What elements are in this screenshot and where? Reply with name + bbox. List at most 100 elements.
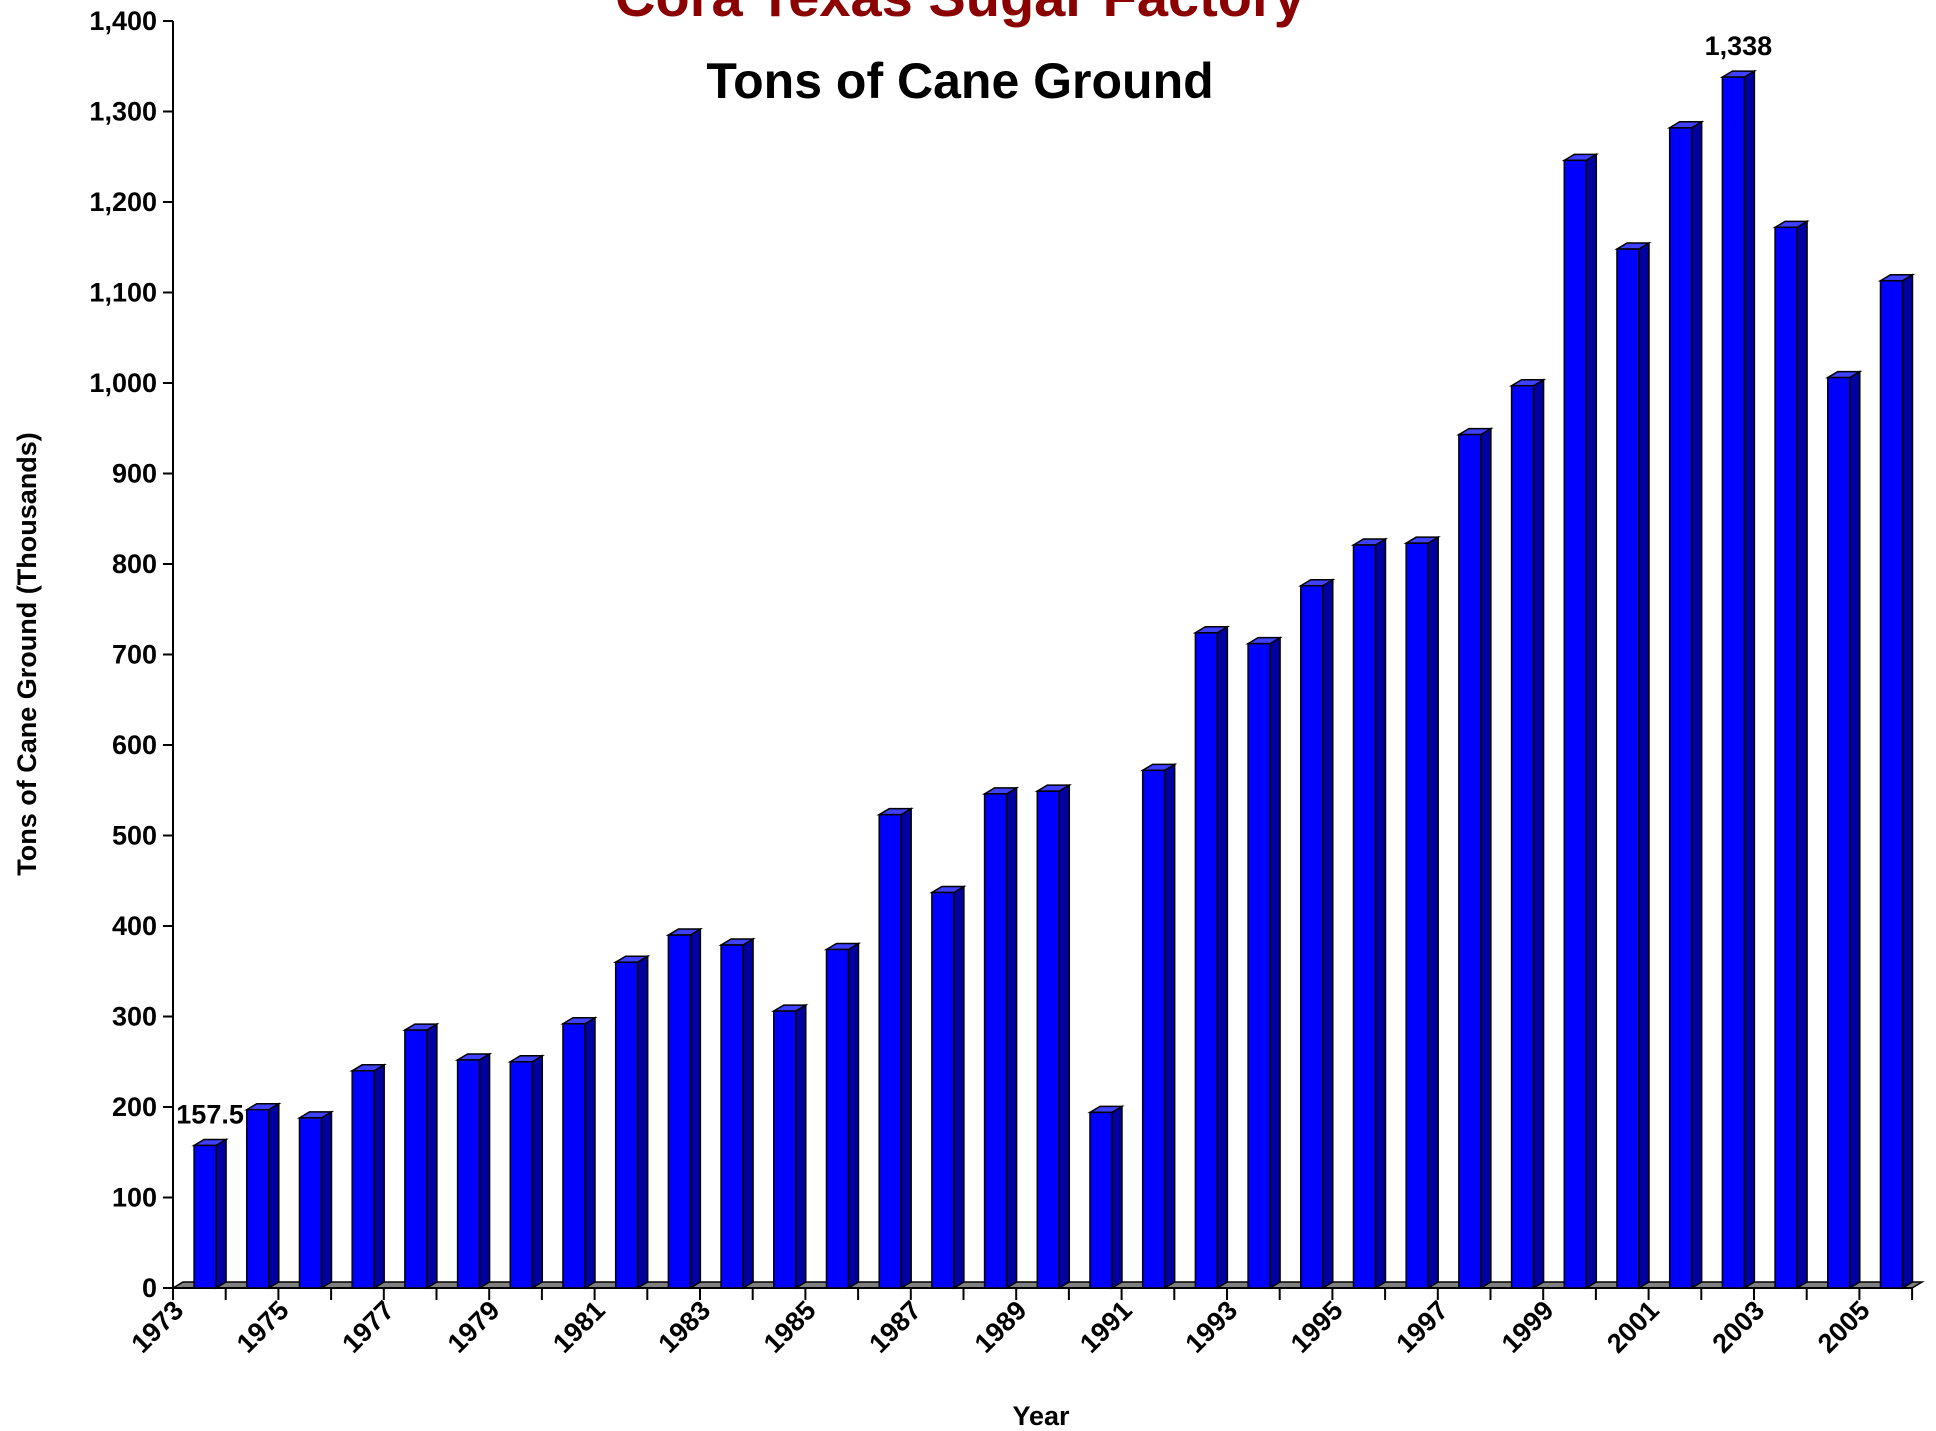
value-label: 157.5 <box>176 1099 244 1129</box>
bar <box>509 1061 534 1289</box>
bar <box>931 891 955 1289</box>
bar-side <box>215 1138 227 1290</box>
bar-side <box>426 1022 438 1290</box>
bar-side <box>1005 786 1018 1290</box>
y-tick-label: 1,000 <box>89 368 157 398</box>
y-tick-label: 1,100 <box>89 278 157 308</box>
bar <box>1247 642 1271 1289</box>
bar-side <box>795 1003 807 1290</box>
y-tick-label: 200 <box>112 1092 157 1122</box>
bar <box>878 813 902 1289</box>
bar <box>456 1059 481 1289</box>
bar-side <box>900 807 912 1290</box>
y-tick-label: 100 <box>112 1183 157 1213</box>
bar-side <box>584 1016 596 1290</box>
y-tick-label: 1,400 <box>89 6 157 36</box>
bar <box>298 1117 323 1289</box>
x-tick-label: 1987 <box>863 1295 927 1359</box>
y-axis-label: Tons of Cane Ground (Thousands) <box>12 432 42 875</box>
bar <box>1141 769 1166 1289</box>
bar <box>1721 76 1746 1289</box>
bar <box>193 1144 217 1289</box>
bar-side <box>1743 69 1756 1290</box>
bar <box>404 1029 428 1289</box>
chart-title: Cora Texas Sugar Factory <box>615 0 1305 28</box>
bar-side <box>1111 1105 1123 1290</box>
bar <box>773 1010 797 1289</box>
bar <box>351 1070 375 1289</box>
y-tick-label: 800 <box>112 549 157 579</box>
bar-side <box>1849 370 1861 1290</box>
x-tick-label: 1975 <box>231 1295 295 1359</box>
bar-side <box>373 1063 385 1290</box>
bar-side <box>1638 241 1650 1290</box>
bar-side <box>742 937 754 1290</box>
bar <box>1352 544 1377 1289</box>
bar-side <box>1374 537 1387 1290</box>
bar <box>562 1022 586 1289</box>
y-tick-label: 0 <box>142 1273 157 1303</box>
x-tick-label: 1985 <box>758 1295 822 1359</box>
bar <box>1194 632 1219 1289</box>
y-tick-label: 1,300 <box>89 97 157 127</box>
x-tick-label: 1997 <box>1390 1295 1454 1359</box>
value-label: 1,338 <box>1705 31 1773 61</box>
x-axis-label: Year <box>1012 1401 1070 1431</box>
bar <box>1616 248 1640 1289</box>
x-tick-label: 2001 <box>1601 1295 1665 1359</box>
bar <box>667 934 692 1289</box>
chart-subtitle: Tons of Cane Ground <box>706 53 1213 109</box>
x-tick-label: 2003 <box>1707 1295 1771 1359</box>
bar-side <box>531 1054 544 1290</box>
bar-side <box>1322 578 1334 1290</box>
bar-side <box>1163 763 1176 1290</box>
x-tick-label: 1993 <box>1180 1295 1244 1359</box>
bar-side <box>1427 535 1439 1290</box>
x-tick-label: 1989 <box>969 1295 1033 1359</box>
bar-side <box>1901 273 1914 1290</box>
bar-side <box>1585 153 1598 1290</box>
bar-side <box>689 927 702 1290</box>
bar <box>246 1108 270 1289</box>
x-tick-label: 1973 <box>126 1295 190 1359</box>
bar <box>1827 376 1851 1289</box>
bar-side <box>268 1102 280 1290</box>
bar <box>983 793 1008 1289</box>
y-tick-label: 300 <box>112 1002 157 1032</box>
x-tick-label: 1999 <box>1496 1295 1560 1359</box>
y-tick-label: 900 <box>112 459 157 489</box>
x-tick-label: 1979 <box>442 1295 506 1359</box>
x-tick-label: 1983 <box>653 1295 717 1359</box>
y-tick-label: 400 <box>112 911 157 941</box>
y-tick-label: 500 <box>112 821 157 851</box>
x-tick-label: 1977 <box>336 1295 400 1359</box>
bar <box>1510 384 1535 1289</box>
bar-side <box>1058 783 1071 1290</box>
bar <box>1774 226 1798 1289</box>
y-tick-label: 600 <box>112 730 157 760</box>
x-tick-label: 1995 <box>1285 1295 1349 1359</box>
bar-side <box>320 1110 333 1290</box>
bar <box>825 948 850 1289</box>
bar-side <box>847 942 860 1290</box>
bar <box>1458 433 1482 1289</box>
y-tick-label: 700 <box>112 640 157 670</box>
x-tick-label: 1981 <box>547 1295 611 1359</box>
bar-side <box>1796 220 1808 1290</box>
bar <box>1563 159 1588 1289</box>
bar-side <box>1690 120 1703 1290</box>
bar <box>1668 127 1693 1289</box>
bar-side <box>478 1052 491 1290</box>
bar <box>1405 542 1429 1289</box>
bar-side <box>953 885 965 1290</box>
bar <box>614 961 639 1289</box>
bar <box>1300 584 1324 1289</box>
bar-side <box>636 954 649 1290</box>
bar <box>1036 790 1061 1289</box>
x-tick-label: 2005 <box>1812 1295 1876 1359</box>
bar <box>1089 1111 1113 1289</box>
x-tick-label: 1991 <box>1074 1295 1138 1359</box>
bar-side <box>1480 427 1492 1290</box>
bar <box>1879 279 1904 1289</box>
